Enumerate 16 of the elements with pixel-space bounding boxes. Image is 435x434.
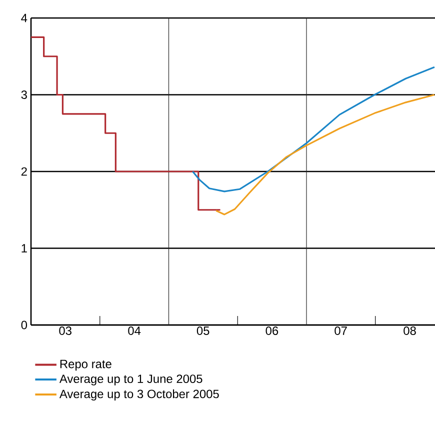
y-tick-label: 3 [21, 90, 27, 99]
line-series [215, 94, 435, 216]
line-series [192, 66, 435, 192]
x-tick-label: 03 [59, 326, 72, 335]
x-tick-label: 05 [196, 326, 210, 335]
y-tick-label: 1 [22, 244, 27, 252]
y-tick-label: 0 [21, 320, 28, 330]
legend-label: Repo rate [60, 360, 112, 371]
legend-label: Average up to 1 June 2005 [59, 374, 202, 386]
x-tick-label: 06 [266, 326, 278, 335]
y-tick-label: 4 [21, 14, 28, 22]
x-tick-label: 08 [404, 326, 416, 335]
x-tick-label: 04 [128, 326, 141, 335]
legend-label: Average up to 3 October 2005 [59, 389, 219, 401]
y-tick-label: 2 [21, 167, 27, 176]
x-tick-label: 07 [334, 326, 347, 335]
